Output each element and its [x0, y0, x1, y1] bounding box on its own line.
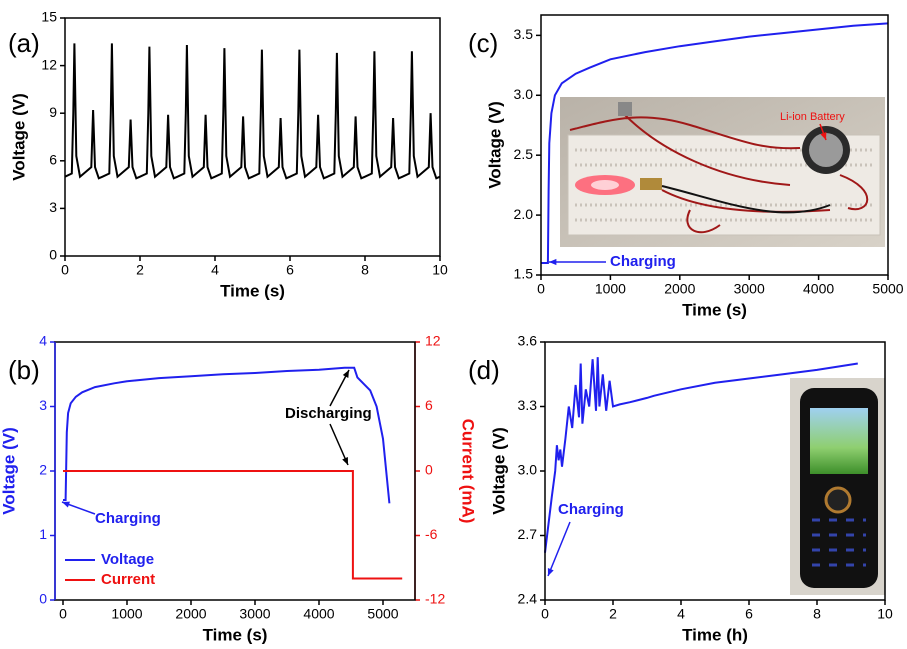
annotation-arrowhead [62, 501, 70, 508]
x-tick-label: 4000 [303, 606, 334, 622]
y-tick-label: 1 [39, 526, 47, 542]
y-tick-label: 3.6 [518, 333, 538, 349]
data-line [64, 43, 441, 180]
data-line [63, 470, 403, 580]
y-tick-label: 2.0 [514, 206, 534, 222]
annotation-arrowhead [549, 258, 557, 266]
x-tick-label: 4000 [803, 281, 834, 297]
y-tick-label: 3.5 [514, 26, 534, 42]
x-tick-label: 4 [211, 262, 219, 278]
plot-frame [64, 17, 441, 257]
y-tick-label: 3 [49, 199, 57, 215]
y-axis-title: Voltage (V) [9, 93, 28, 181]
x-tick-label: 0 [537, 281, 545, 297]
annotation: Discharging [285, 405, 372, 422]
data-line [544, 357, 858, 553]
x-tick-label: 10 [877, 606, 893, 622]
annotation-arrowhead [820, 132, 827, 140]
x-tick-label: 6 [745, 606, 753, 622]
plot-frame [540, 14, 889, 276]
y-tick-label: 6 [49, 152, 57, 168]
x-tick-label: 1000 [595, 281, 626, 297]
x-tick-label: 6 [286, 262, 294, 278]
y-tick-label: 4 [39, 333, 47, 349]
x-tick-label: 0 [61, 262, 69, 278]
annotation-arrow [329, 423, 349, 466]
x-axis-title: Time (h) [682, 625, 748, 644]
y-tick-label: 0 [39, 591, 47, 607]
legend-label: Current [101, 571, 155, 588]
y-tick-label: 9 [49, 104, 57, 120]
data-line [63, 366, 391, 504]
y-tick-label: 2.4 [518, 591, 538, 607]
x-tick-label: 8 [361, 262, 369, 278]
annotation-arrowhead [342, 457, 348, 465]
annotation: Charging [558, 501, 624, 518]
annotation-arrowhead [342, 370, 349, 378]
x-tick-label: 2000 [175, 606, 206, 622]
y2-tick-label: 6 [425, 397, 433, 413]
annotation-arrowhead [547, 568, 554, 576]
x-tick-label: 2 [609, 606, 617, 622]
x-tick-label: 2 [136, 262, 144, 278]
x-tick-label: 2000 [664, 281, 695, 297]
panel-label: (d) [468, 355, 500, 385]
y-tick-label: 1.5 [514, 266, 534, 282]
x-axis-title: Time (s) [220, 281, 285, 300]
y-tick-label: 2.7 [518, 526, 538, 542]
inset-photo-phone [790, 378, 885, 595]
x-tick-label: 3000 [239, 606, 270, 622]
x-tick-label: 10 [432, 262, 448, 278]
x-tick-label: 5000 [872, 281, 903, 297]
annotation: Charging [610, 253, 676, 270]
x-axis-title: Time (s) [682, 300, 747, 319]
annotation-arrow [547, 521, 571, 577]
y2-tick-label: -6 [425, 526, 438, 542]
x-tick-label: 0 [541, 606, 549, 622]
y-tick-label: 3.0 [514, 86, 534, 102]
x-tick-label: 5000 [367, 606, 398, 622]
data-line [541, 22, 889, 264]
y-tick-label: 3 [39, 397, 47, 413]
annotation: Charging [95, 510, 161, 527]
legend-label: Voltage [101, 551, 154, 568]
x-tick-label: 0 [59, 606, 67, 622]
panel-label: (a) [8, 28, 40, 58]
y-tick-label: 2.5 [514, 146, 534, 162]
panel-label: (c) [468, 28, 498, 58]
x-tick-label: 4 [677, 606, 685, 622]
y-axis-title: Voltage (V) [489, 427, 508, 515]
y2-tick-label: 12 [425, 333, 441, 349]
y-axis-title: Voltage (V) [485, 101, 504, 189]
x-tick-label: 8 [813, 606, 821, 622]
y-axis-title: Voltage (V) [0, 427, 18, 515]
inset-photo-breadboard [560, 97, 885, 247]
annotation: Li-ion Battery [780, 111, 845, 123]
y2-tick-label: 0 [425, 462, 433, 478]
y-tick-label: 3.0 [518, 462, 538, 478]
y-tick-label: 3.3 [518, 397, 538, 413]
panel-label: (b) [8, 355, 40, 385]
x-axis-title: Time (s) [203, 625, 268, 644]
x-tick-label: 3000 [734, 281, 765, 297]
y-tick-label: 0 [49, 247, 57, 263]
x-tick-label: 1000 [111, 606, 142, 622]
y-tick-label: 12 [41, 56, 57, 72]
y-tick-label: 2 [39, 462, 47, 478]
y2-axis-title: Current (mA) [459, 419, 478, 524]
y-tick-label: 15 [41, 9, 57, 25]
y2-tick-label: -12 [425, 591, 445, 607]
plot-frame [544, 341, 886, 601]
